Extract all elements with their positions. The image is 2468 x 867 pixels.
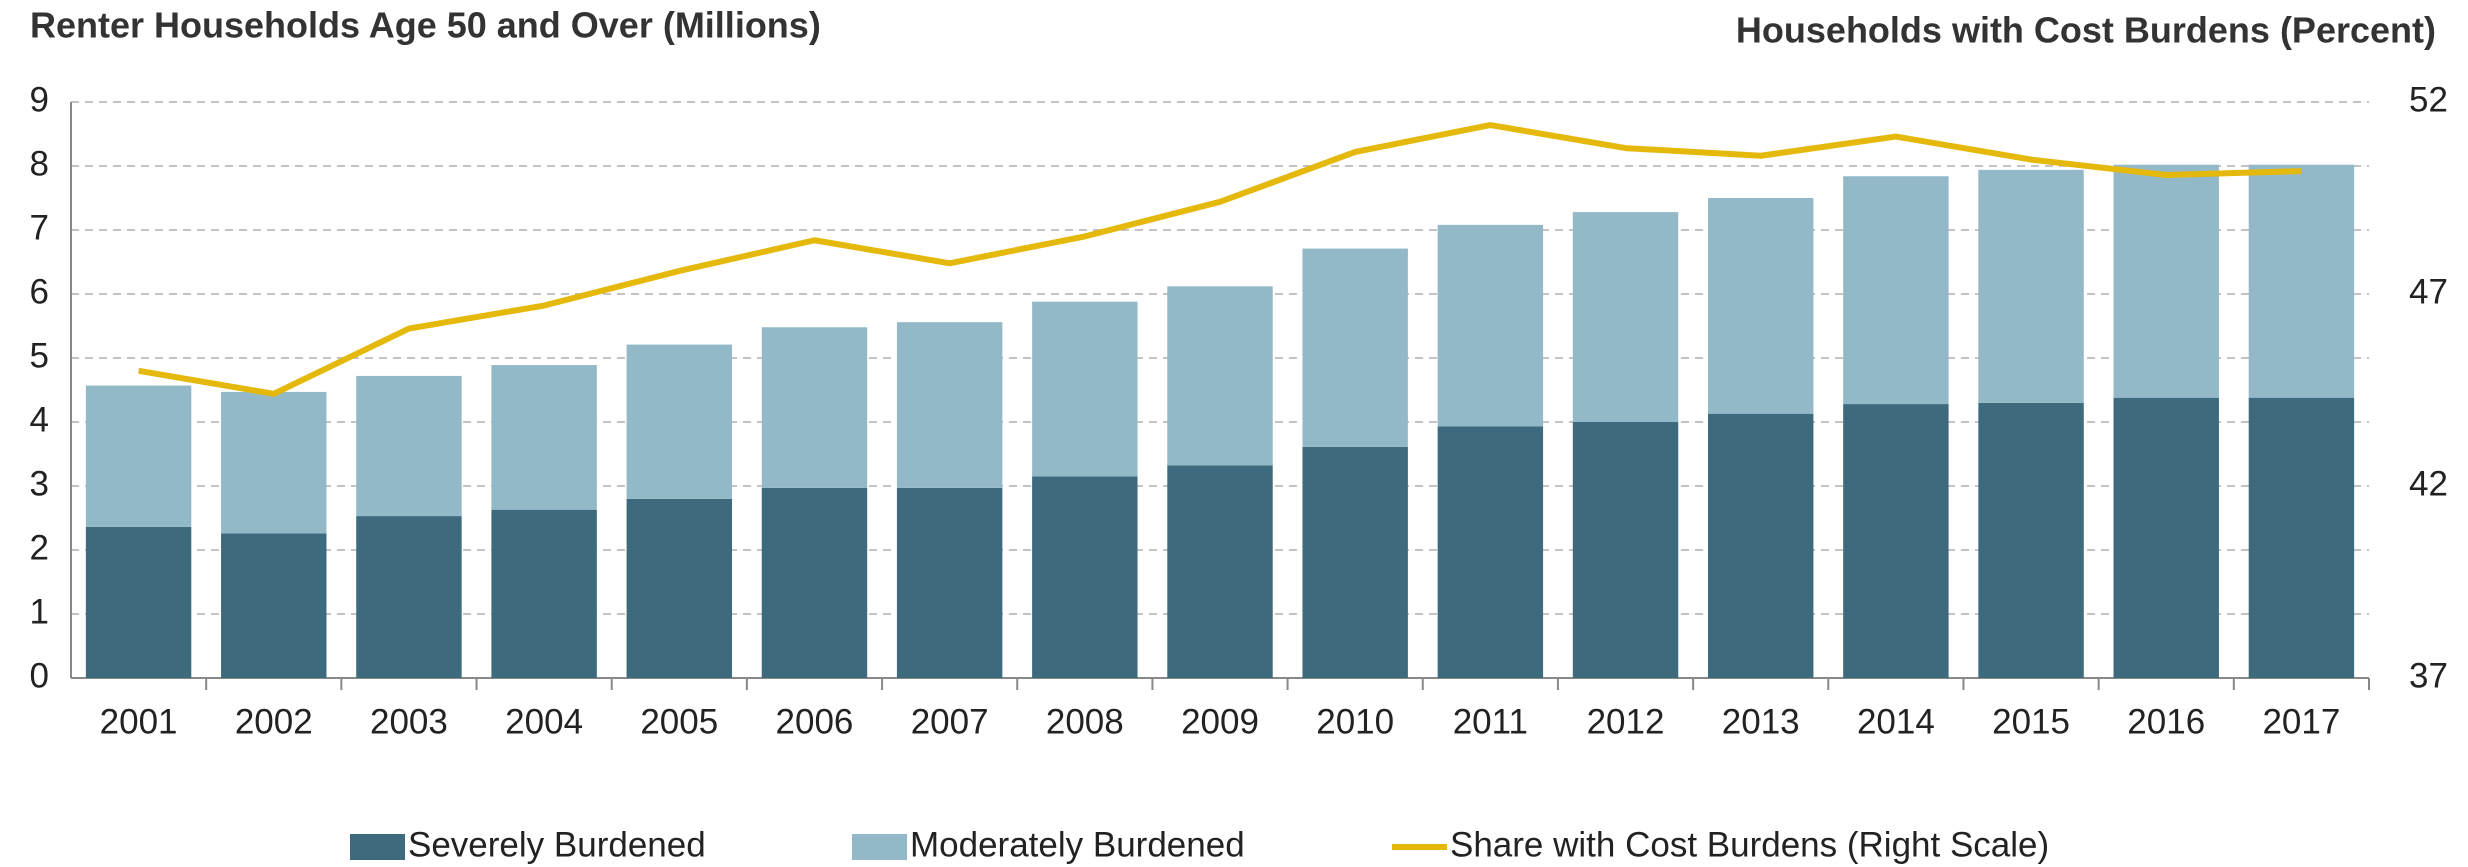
bar-segment — [1978, 402, 2084, 678]
y-tick-label: 9 — [30, 80, 49, 119]
bar-segment — [1707, 198, 1814, 414]
y-tick-label: 8 — [30, 144, 49, 183]
bar-segment — [356, 516, 462, 678]
x-tick-label: 2010 — [1316, 702, 1394, 741]
bar-segment — [2113, 164, 2219, 398]
y-tick-label: 1 — [30, 592, 49, 631]
bar-segment — [1302, 446, 1408, 678]
bar-segment — [761, 487, 868, 678]
bar-segment — [491, 509, 597, 678]
x-tick-label: 2008 — [1046, 702, 1124, 741]
legend-label: Share with Cost Burdens (Right Scale) — [1450, 825, 2049, 864]
y2-tick-label: 52 — [2409, 80, 2448, 119]
y-tick-label: 4 — [30, 400, 49, 439]
y-tick-label: 6 — [30, 272, 49, 311]
bar-segment — [356, 375, 462, 517]
legend-label: Severely Burdened — [408, 825, 706, 864]
bar-segment — [1572, 422, 1679, 678]
x-tick-label: 2007 — [911, 702, 989, 741]
y2-tick-label: 47 — [2409, 272, 2448, 311]
bar-segment — [2248, 164, 2355, 398]
x-tick-label: 2005 — [640, 702, 718, 741]
x-tick-label: 2014 — [1857, 702, 1935, 741]
x-tick-label: 2001 — [100, 702, 178, 741]
x-tick-label: 2011 — [1453, 702, 1528, 741]
bar-segment — [221, 391, 327, 534]
bar-segment — [1978, 169, 2084, 403]
chart-title: Renter Households Age 50 and Over (Milli… — [30, 5, 821, 46]
legend-swatch — [852, 834, 907, 860]
bar-segment — [2113, 397, 2219, 678]
bar-segment — [1032, 301, 1138, 477]
bar-segment — [1032, 476, 1138, 678]
bar-segment — [1437, 224, 1544, 427]
line-series — [138, 122, 2302, 397]
bar-segment — [761, 327, 868, 488]
x-tick-label: 2006 — [776, 702, 854, 741]
bar-segment — [491, 365, 597, 510]
bar-segment — [896, 487, 1003, 678]
x-tick-label: 2003 — [370, 702, 448, 741]
x-tick-label: 2004 — [505, 702, 583, 741]
bar-segment — [85, 526, 192, 678]
bar-segment — [1167, 286, 1273, 466]
y2-tick-label: 42 — [2409, 464, 2448, 503]
bar-segment — [1167, 465, 1273, 678]
bar-segment — [2248, 397, 2355, 678]
bar-segment — [896, 322, 1003, 488]
x-tick-label: 2013 — [1722, 702, 1800, 741]
y-tick-label: 3 — [30, 464, 49, 503]
legend-swatch — [350, 834, 405, 860]
bar-segment — [1843, 404, 1949, 678]
x-tick-label: 2017 — [2262, 702, 2340, 741]
y-tick-label: 5 — [30, 336, 49, 375]
y-tick-label: 0 — [30, 656, 49, 695]
y-tick-label: 2 — [30, 528, 49, 567]
bar-segment — [85, 385, 192, 527]
bar-segment — [1437, 426, 1544, 678]
bar-segment — [1707, 413, 1814, 678]
y-tick-label: 7 — [30, 208, 49, 247]
x-tick-label: 2015 — [1992, 702, 2070, 741]
bar-segment — [626, 344, 733, 499]
y2-axis-title: Households with Cost Burdens (Percent) — [1736, 10, 2436, 51]
bar-segment — [626, 498, 733, 678]
y2-tick-label: 37 — [2409, 656, 2448, 695]
bar-segment — [1302, 248, 1408, 447]
bar-segment — [221, 533, 327, 678]
legend-label: Moderately Burdened — [910, 825, 1245, 864]
bar-segment — [1843, 176, 1949, 405]
bar-segment — [1572, 212, 1679, 422]
x-tick-label: 2012 — [1587, 702, 1665, 741]
x-tick-label: 2002 — [235, 702, 313, 741]
x-tick-label: 2009 — [1181, 702, 1259, 741]
x-tick-label: 2016 — [2127, 702, 2205, 741]
